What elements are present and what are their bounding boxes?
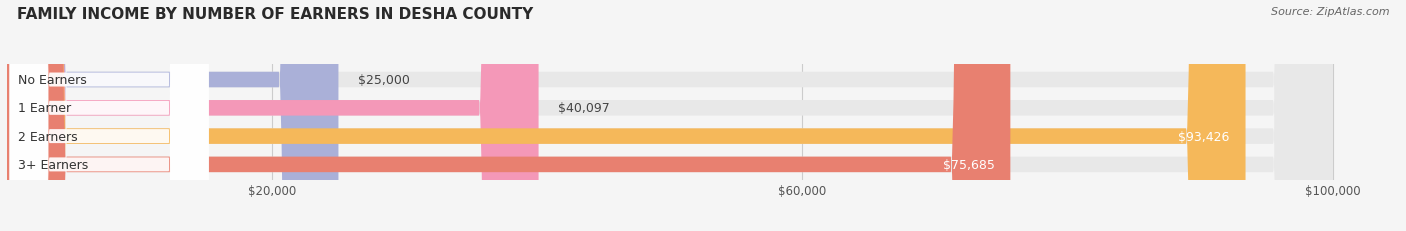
FancyBboxPatch shape <box>7 0 1333 231</box>
FancyBboxPatch shape <box>10 0 208 231</box>
FancyBboxPatch shape <box>7 0 538 231</box>
FancyBboxPatch shape <box>7 0 1011 231</box>
Text: $75,685: $75,685 <box>942 158 994 171</box>
FancyBboxPatch shape <box>7 0 1333 231</box>
Text: 3+ Earners: 3+ Earners <box>18 158 89 171</box>
FancyBboxPatch shape <box>7 0 1246 231</box>
Text: 1 Earner: 1 Earner <box>18 102 70 115</box>
FancyBboxPatch shape <box>10 0 208 231</box>
FancyBboxPatch shape <box>7 0 1333 231</box>
Text: $93,426: $93,426 <box>1178 130 1230 143</box>
Text: $25,000: $25,000 <box>359 74 411 87</box>
FancyBboxPatch shape <box>7 0 1333 231</box>
Text: Source: ZipAtlas.com: Source: ZipAtlas.com <box>1271 7 1389 17</box>
Text: FAMILY INCOME BY NUMBER OF EARNERS IN DESHA COUNTY: FAMILY INCOME BY NUMBER OF EARNERS IN DE… <box>17 7 533 22</box>
Text: 2 Earners: 2 Earners <box>18 130 77 143</box>
FancyBboxPatch shape <box>7 0 339 231</box>
FancyBboxPatch shape <box>10 0 208 231</box>
FancyBboxPatch shape <box>10 0 208 231</box>
Text: $40,097: $40,097 <box>558 102 610 115</box>
Text: No Earners: No Earners <box>18 74 86 87</box>
